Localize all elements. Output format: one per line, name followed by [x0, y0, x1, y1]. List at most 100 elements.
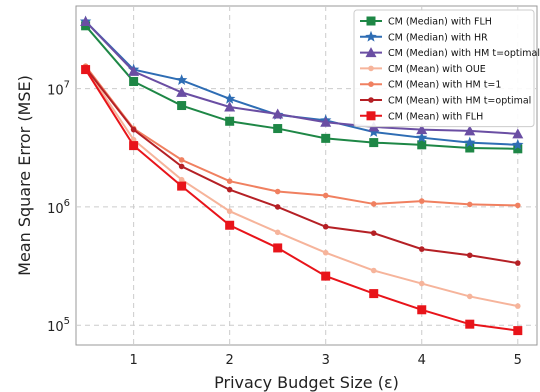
x-tick-label: 4	[418, 353, 426, 368]
x-tick-label: 5	[514, 353, 522, 368]
data-point	[274, 229, 281, 236]
data-point	[224, 101, 236, 112]
series-line	[84, 67, 518, 265]
series-7	[81, 65, 523, 336]
data-point	[128, 65, 140, 76]
data-point	[418, 246, 425, 252]
data-point	[514, 260, 521, 266]
legend: CM (Median) with FLH CM (Median) with HR C…	[353, 9, 540, 128]
data-point	[466, 252, 473, 259]
data-point	[274, 204, 281, 210]
data-point	[369, 289, 379, 299]
legend-label: CM (Mean) with HM t=1	[388, 80, 501, 91]
legend-label: CM (Median) with FLH	[388, 17, 492, 28]
legend-entry: CM (Mean) with FLH	[360, 111, 483, 122]
y-tick-labels: 105 106 107	[47, 80, 70, 336]
data-point	[514, 202, 521, 209]
series-line	[84, 20, 518, 135]
legend-entry: CM (Mean) with HM t=optimal	[360, 96, 531, 107]
data-point	[418, 280, 425, 287]
legend-marker	[365, 47, 377, 58]
data-point	[370, 267, 377, 274]
data-point	[416, 124, 428, 135]
data-point	[466, 201, 473, 208]
data-point	[370, 201, 377, 207]
data-point	[320, 116, 332, 127]
legend-label: CM (Mean) with FLH	[388, 111, 483, 122]
data-point	[178, 163, 185, 170]
data-point	[513, 326, 523, 336]
series-line	[84, 25, 518, 150]
legend-entry: CM (Mean) with HM t=1	[360, 80, 501, 91]
y-tick-label: 107	[47, 80, 70, 99]
data-point	[369, 138, 379, 148]
x-axis-label: Privacy Budget Size (ε)	[214, 373, 399, 392]
legend-entry: CM (Median) with FLH	[360, 16, 492, 28]
data-point	[226, 178, 233, 185]
legend-entry: CM (Median) with HM t=optimal	[360, 47, 540, 59]
data-point	[321, 133, 331, 143]
data-point	[322, 192, 329, 199]
data-point	[417, 305, 427, 315]
data-point	[273, 124, 283, 134]
legend-marker	[366, 16, 376, 26]
legend-marker	[366, 111, 376, 121]
legend-entry: CM (Median) with HR	[360, 30, 488, 43]
data-point	[464, 136, 476, 148]
series-line	[84, 65, 518, 207]
data-point	[178, 157, 185, 163]
data-point	[370, 230, 377, 236]
legend-marker	[368, 97, 374, 103]
data-point	[512, 128, 524, 139]
data-point	[321, 271, 331, 281]
data-point	[322, 249, 329, 256]
x-tick-label: 2	[226, 353, 234, 368]
y-axis-label: Mean Square Error (MSE)	[15, 75, 34, 276]
data-point	[226, 186, 233, 193]
x-tick-label: 1	[129, 353, 137, 368]
data-point	[322, 223, 329, 230]
data-point	[225, 116, 235, 126]
series-layer	[79, 15, 524, 336]
data-point	[273, 243, 283, 253]
data-point	[223, 92, 236, 104]
data-point	[465, 319, 475, 329]
series-5	[82, 63, 521, 209]
legend-entry: CM (Mean) with OUE	[360, 64, 486, 75]
legend-marker	[368, 81, 374, 87]
series-line	[84, 67, 518, 308]
legend-marker	[365, 30, 377, 42]
data-point	[464, 125, 476, 136]
x-tick-labels: 1 2 3 4 5	[129, 353, 521, 368]
data-point	[416, 131, 428, 143]
series-line	[84, 69, 518, 332]
legend-marker	[368, 65, 374, 72]
data-point	[465, 143, 475, 153]
legend-label: CM (Median) with HM t=optimal	[388, 48, 540, 59]
data-point	[272, 108, 284, 119]
data-point	[225, 220, 235, 230]
data-point	[417, 140, 427, 150]
data-point	[226, 208, 233, 215]
data-point	[130, 126, 137, 133]
data-point	[81, 65, 91, 75]
data-point	[129, 76, 139, 86]
legend-label: CM (Mean) with HM t=optimal	[388, 96, 531, 107]
data-point	[274, 188, 281, 195]
legend-label: CM (Median) with HR	[388, 32, 488, 43]
data-point	[80, 15, 92, 26]
data-point	[368, 126, 380, 137]
y-tick-label: 106	[47, 198, 70, 217]
data-point	[418, 198, 425, 204]
y-tick-label: 105	[47, 316, 70, 335]
data-point	[175, 74, 188, 86]
legend-box	[353, 9, 535, 128]
data-point	[176, 86, 188, 97]
data-point	[512, 138, 524, 150]
data-point	[178, 176, 185, 183]
data-point	[466, 293, 473, 300]
x-tick-label: 3	[322, 353, 330, 368]
data-point	[513, 144, 523, 154]
data-point	[177, 101, 187, 111]
